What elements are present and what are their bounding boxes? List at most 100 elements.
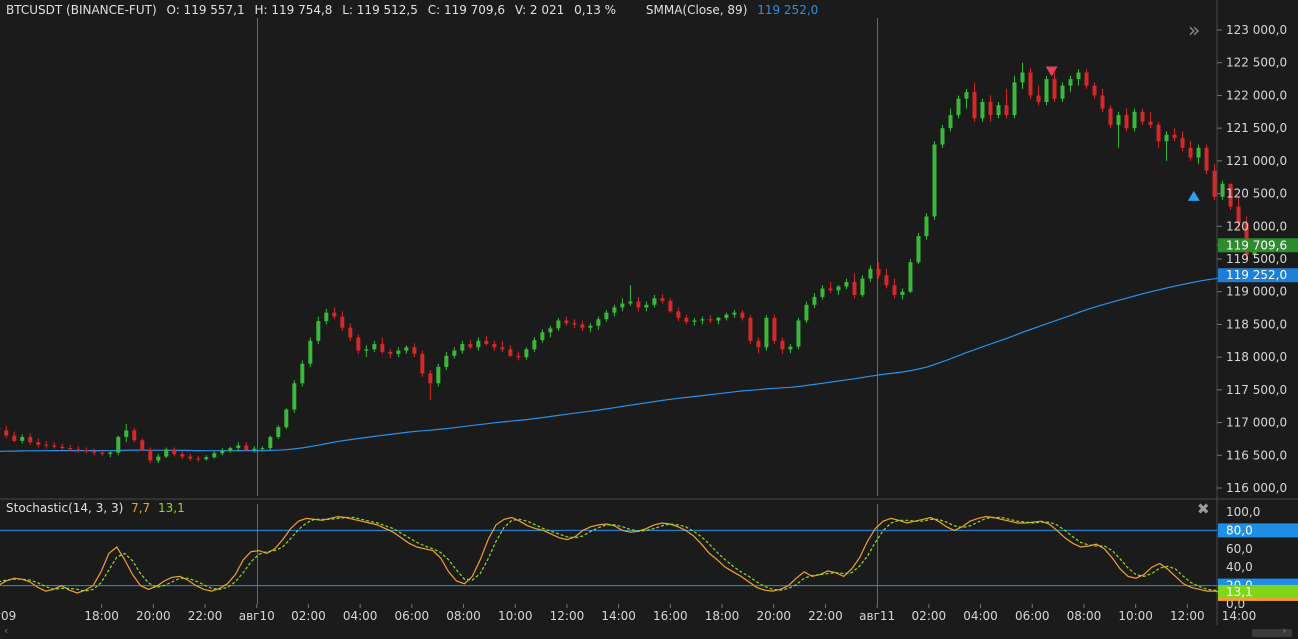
stochastic-header: Stochastic(14, 3, 3) 7,7 13,1 (6, 501, 189, 515)
price-tick-label: 117 500,0 (1226, 383, 1287, 397)
time-tick-label: 08:00 (446, 609, 481, 623)
time-tick-label: 04:00 (343, 609, 378, 623)
time-tick-label: 14:00 (1222, 609, 1257, 623)
price-tick-label: 118 500,0 (1226, 317, 1287, 331)
price-axis[interactable]: 116 000,0 116 500,0 117 000,0 117 500,0 118 … (1217, 23, 1298, 495)
candle-body (84, 450, 89, 452)
double-chevron-right-icon[interactable]: » (1188, 18, 1201, 42)
candle-body (620, 303, 625, 308)
candle-body (372, 344, 377, 350)
candle-body (1172, 134, 1177, 138)
candle-body (820, 288, 825, 297)
time-tick-label: 10:00 (498, 609, 533, 623)
stochastic-axis[interactable]: 100,080,060,040,020,00,013,1 (1218, 505, 1298, 611)
candle-body (428, 373, 433, 384)
time-tick-label: 04:00 (963, 609, 998, 623)
candle-body (572, 323, 577, 325)
candle-body (1228, 183, 1233, 207)
smma-badge (1218, 268, 1298, 283)
candle-body (156, 456, 161, 461)
candle-body (60, 446, 65, 449)
candle-body (628, 301, 633, 304)
candle-body (852, 281, 857, 295)
candle-body (1204, 147, 1209, 171)
candle-body (740, 312, 745, 318)
chart-header: BTCUSDT (BINANCE-FUT) O: 119 557,1 H: 11… (6, 3, 824, 17)
smma-indicator-label[interactable]: SMMA(Close, 89) (645, 3, 748, 17)
smma-price-label: 119 252,0 (1226, 268, 1287, 282)
candle-body (12, 435, 17, 441)
candle-body (772, 317, 777, 341)
candle-body (436, 366, 441, 384)
stochastic-label[interactable]: Stochastic(14, 3, 3) (6, 501, 124, 515)
candle-body (700, 319, 705, 321)
candle-body (996, 105, 1001, 116)
horizontal-scrollbar[interactable]: ‹ › (0, 624, 1298, 639)
signal-markers-layer (1045, 66, 1200, 201)
candle-body (396, 350, 401, 354)
candle-body (1132, 111, 1137, 129)
level-badge (1218, 523, 1298, 538)
candle-body (356, 337, 361, 351)
candle-body (644, 304, 649, 308)
price-tick-label: 123 000,0 (1226, 23, 1287, 37)
candle-body (1196, 147, 1201, 158)
price-tick-label: 117 000,0 (1226, 416, 1287, 430)
candle-body (564, 320, 569, 324)
last-price-badge (1218, 238, 1298, 253)
stochastic-tick-label: 60,0 (1226, 542, 1253, 556)
candle-body (588, 325, 593, 328)
price-tick-label: 118 000,0 (1226, 350, 1287, 364)
candle-body (828, 288, 833, 291)
stochastic-tick-label: 100,0 (1226, 505, 1260, 519)
candle-body (476, 340, 481, 348)
candle-body (204, 457, 209, 460)
candle-body (540, 332, 545, 341)
candle-body (780, 340, 785, 350)
time-axis[interactable]: авг09 18:00 20:00 22:00 авг10 02:00 04:00 06:00… (0, 604, 1256, 623)
scroll-left-icon[interactable]: ‹ (4, 624, 9, 637)
candle-body (188, 456, 193, 459)
candle-body (316, 321, 321, 341)
candle-body (324, 312, 329, 322)
time-tick-label: 08:00 (1067, 609, 1102, 623)
price-tick-label: 119 500,0 (1226, 252, 1287, 266)
time-tick-label: 20:00 (756, 609, 791, 623)
time-tick-label: 18:00 (705, 609, 740, 623)
candle-body (708, 319, 713, 321)
candle-body (1140, 111, 1145, 122)
price-tick-label: 120 000,0 (1226, 219, 1287, 233)
time-tick-label: 20:00 (136, 609, 171, 623)
candle-body (1148, 121, 1153, 125)
candle-body (668, 300, 673, 312)
candle-body (76, 449, 81, 451)
price-tick-label: 116 000,0 (1226, 481, 1287, 495)
candle-body (1076, 72, 1081, 80)
close-icon[interactable]: ✖ (1197, 500, 1210, 518)
candle-body (692, 320, 697, 322)
candle-body (1212, 170, 1217, 197)
time-tick-label: авг09 (0, 609, 16, 623)
candle-body (924, 216, 929, 237)
candle-body (1116, 115, 1121, 125)
symbol-label[interactable]: BTCUSDT (BINANCE-FUT) (6, 3, 157, 17)
time-tick-label: 06:00 (395, 609, 430, 623)
candle-body (804, 304, 809, 321)
candle-body (732, 312, 737, 315)
scrollbar-thumb[interactable] (1252, 629, 1292, 637)
candle-body (1028, 72, 1033, 96)
candle-body (532, 340, 537, 350)
scroll-right-icon[interactable]: › (1282, 624, 1287, 637)
candle-body (1044, 79, 1049, 102)
candle-body (684, 317, 689, 322)
time-tick-label: 02:00 (912, 609, 947, 623)
candle-body (860, 278, 865, 295)
candle-body (1164, 134, 1169, 142)
candle-body (300, 363, 305, 384)
candle-body (1108, 108, 1113, 125)
candle-body (636, 301, 641, 308)
price-pane-grid (0, 0, 1298, 625)
candle-body (676, 311, 681, 318)
candle-body (1124, 115, 1129, 129)
